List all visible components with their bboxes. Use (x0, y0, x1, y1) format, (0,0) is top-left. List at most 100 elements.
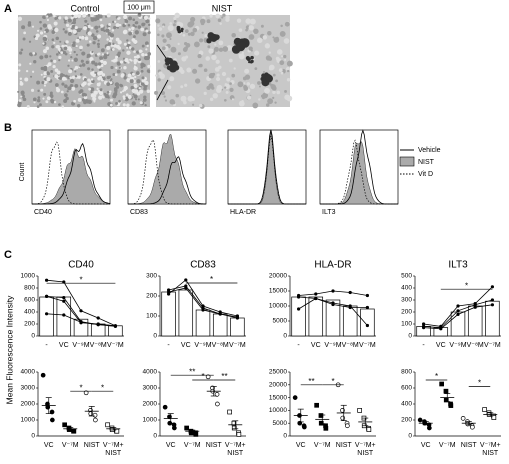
cluster (177, 29, 182, 34)
cell (115, 66, 118, 70)
cell (257, 37, 263, 44)
cell (53, 100, 57, 104)
chart-title: ILT3 (448, 260, 468, 271)
cell (249, 18, 256, 25)
cell (133, 39, 138, 45)
cell (22, 37, 26, 41)
bar (342, 305, 358, 337)
data-point (49, 409, 55, 415)
cell (21, 25, 26, 30)
cell (131, 88, 136, 93)
cell (55, 36, 59, 41)
cell (224, 86, 227, 89)
cell (199, 63, 203, 68)
cell (241, 51, 245, 54)
cell (102, 77, 106, 81)
cell (38, 103, 42, 107)
cell (51, 30, 56, 34)
data-point (340, 415, 346, 421)
cell (87, 67, 91, 71)
cell (33, 101, 36, 104)
bar (39, 296, 54, 337)
x-tick-label: V⁻⁹M (194, 342, 211, 349)
cell (71, 24, 76, 29)
cell (18, 63, 22, 67)
cell (271, 86, 277, 91)
cell (248, 25, 254, 31)
data-point (49, 417, 55, 423)
cell (237, 81, 244, 88)
y-tick-label: 10000 (269, 303, 287, 310)
cell (97, 65, 101, 69)
data-point (184, 425, 189, 431)
cell (127, 23, 131, 27)
cell (127, 94, 132, 100)
cell (80, 59, 84, 63)
cell (56, 45, 60, 49)
cell (69, 25, 72, 28)
y-tick-label: 20000 (269, 273, 287, 280)
cell (102, 96, 105, 99)
cell (108, 39, 113, 43)
y-tick-label: 2000 (21, 401, 36, 408)
axis-label: ILT3 (322, 209, 336, 216)
cell (67, 64, 70, 67)
significance-label: * (79, 383, 82, 392)
x-tick-label: NIST (84, 442, 101, 449)
donor-point (96, 316, 100, 320)
y-tick-label: 0 (408, 433, 412, 440)
cell (239, 101, 242, 104)
cell (53, 59, 57, 63)
cell (84, 36, 89, 41)
cell (147, 56, 150, 59)
donor-point (314, 296, 318, 301)
y-tick-label: 800 (24, 285, 35, 292)
cell (231, 32, 236, 38)
cell (90, 90, 93, 94)
y-tick-label: 200 (146, 293, 157, 300)
cell (91, 33, 95, 37)
cell (124, 96, 129, 101)
chart-title: CD40 (68, 260, 94, 271)
cell (275, 79, 278, 83)
data-point (427, 425, 432, 431)
donor-point (490, 285, 494, 289)
cell (145, 19, 150, 24)
data-point (366, 427, 372, 432)
cell (286, 95, 293, 102)
cell (135, 90, 139, 94)
significance-label: * (465, 281, 468, 290)
cell (31, 25, 35, 28)
cell (118, 66, 121, 69)
cell (245, 18, 251, 24)
cell (69, 78, 75, 84)
cell (101, 53, 104, 56)
cell (71, 43, 76, 48)
cell (112, 72, 116, 77)
cell (169, 22, 173, 25)
cell (272, 96, 275, 100)
cell (267, 98, 274, 105)
cell (241, 100, 244, 103)
cell (109, 103, 113, 107)
axis-label: CD40 (34, 209, 52, 216)
cell (106, 45, 111, 50)
cell (97, 62, 102, 66)
cell (203, 91, 207, 95)
cell (71, 59, 74, 62)
y-tick-label: 500 (401, 273, 412, 280)
cell (280, 24, 283, 28)
x-tick-label: VC (421, 442, 431, 449)
donor-point (79, 320, 83, 324)
cell (268, 56, 273, 61)
cell (215, 13, 221, 19)
cell (260, 24, 264, 28)
cell (40, 88, 44, 92)
cell (131, 72, 135, 76)
x-tick-label: V⁻⁸M (467, 342, 484, 349)
y-tick-label: 3000 (143, 385, 158, 392)
cell (244, 68, 250, 74)
cluster (206, 38, 212, 44)
cell (248, 46, 253, 51)
